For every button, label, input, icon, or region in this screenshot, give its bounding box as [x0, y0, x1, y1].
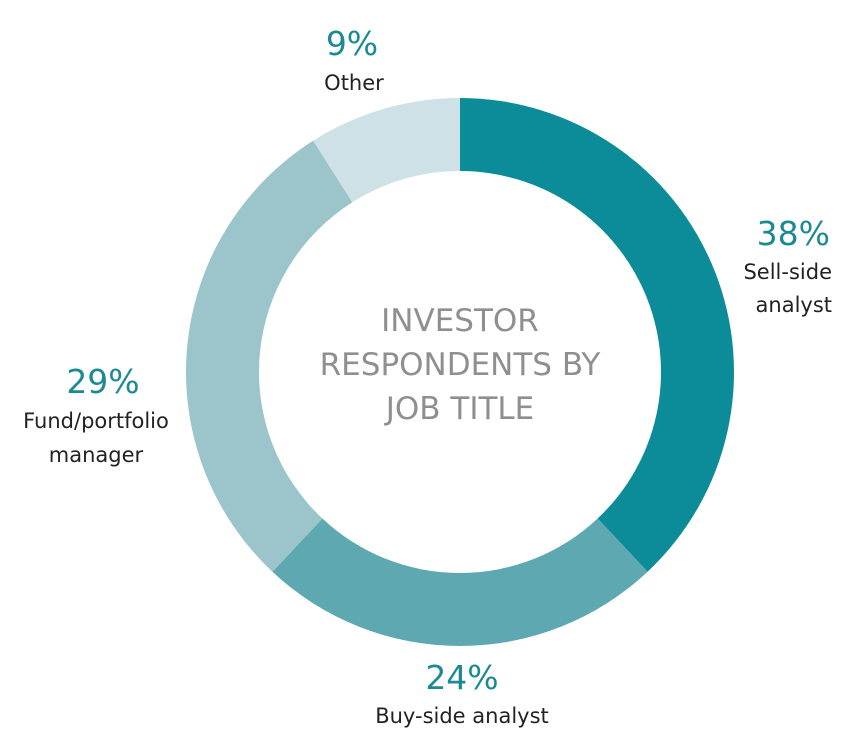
percent-label-buy-side: 24%: [425, 658, 498, 697]
category-label-buy-side: Buy-side analyst: [375, 704, 549, 728]
percent-label-sell-side: 38%: [757, 214, 830, 253]
percent-label-fund-manager: 29%: [66, 362, 139, 401]
slice-label-sell-side: 38% Sell-side analyst: [743, 214, 832, 317]
donut-slices: [186, 98, 735, 646]
slice-label-fund-manager: 29% Fund/portfolio manager: [23, 362, 169, 467]
category-label-other: Other: [324, 71, 384, 95]
center-title-line-2: RESPONDENTS BY: [320, 347, 601, 383]
donut-slice-sell-side-analyst: [460, 98, 735, 572]
percent-label-other: 9%: [326, 24, 378, 63]
slice-label-other: 9% Other: [324, 24, 384, 95]
donut-slice-buy-side-analyst: [272, 518, 648, 646]
category-label-sell-side-line-1: Sell-side: [743, 260, 832, 284]
center-title-line-3: JOB TITLE: [384, 391, 535, 427]
category-label-fund-manager-line-2: manager: [49, 443, 144, 467]
center-title-line-1: INVESTOR: [381, 303, 539, 339]
category-label-sell-side-line-2: analyst: [756, 293, 832, 317]
slice-label-buy-side: 24% Buy-side analyst: [375, 658, 549, 728]
donut-slice-other: [313, 98, 460, 203]
donut-slice-fund-portfolio-manager: [186, 140, 353, 572]
category-label-fund-manager-line-1: Fund/portfolio: [23, 409, 169, 433]
center-title: INVESTOR RESPONDENTS BY JOB TITLE: [320, 303, 601, 427]
